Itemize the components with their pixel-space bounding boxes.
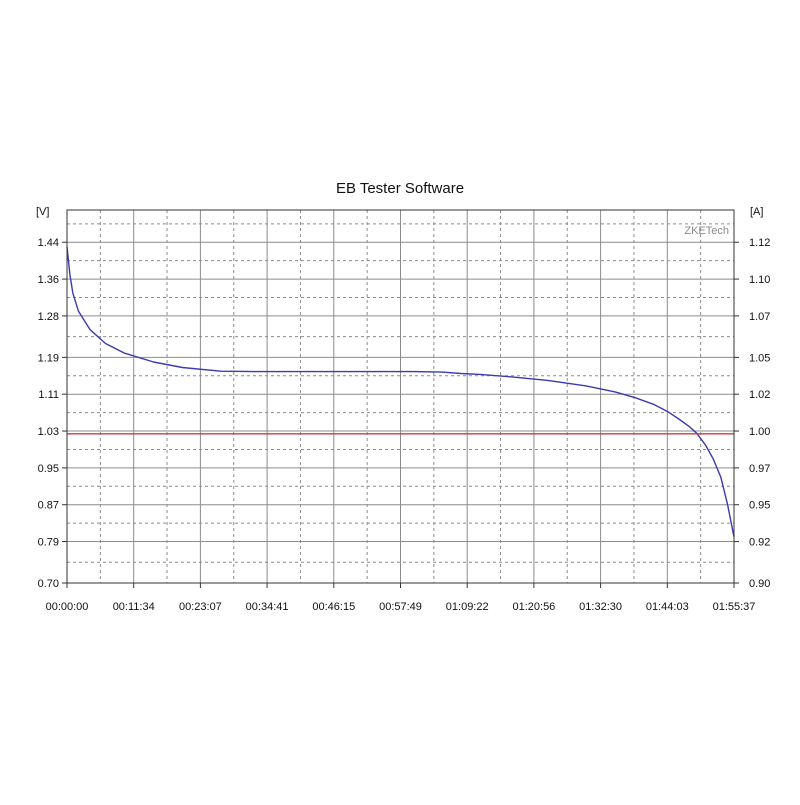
- right-tick-label: 1.00: [749, 426, 770, 438]
- left-tick-label: 0.70: [38, 578, 59, 590]
- label-layer: 0.70 0.79 0.87 0.95 1.03 1.11 1.19 1.28 1.36 1.44…: [38, 237, 771, 613]
- x-tick-label: 01:55:37: [713, 601, 756, 613]
- watermark-text: ZKETech: [684, 225, 729, 237]
- right-tick-label: 0.90: [749, 578, 770, 590]
- left-tick-label: 0.87: [38, 500, 59, 512]
- right-tick-label: 1.05: [749, 352, 770, 364]
- x-tick-label: 00:46:15: [312, 601, 355, 613]
- right-tick-label: 0.92: [749, 537, 770, 549]
- axis-layer: [62, 209, 739, 588]
- right-tick-label: 0.97: [749, 463, 770, 475]
- grid-layer: [67, 210, 734, 583]
- series-layer: [66, 246, 735, 538]
- x-tick-label: 01:09:22: [446, 601, 489, 613]
- x-tick-label: 00:00:00: [46, 601, 89, 613]
- x-tick-label: 00:34:41: [246, 601, 289, 613]
- plot-frame: [66, 209, 735, 584]
- left-tick-label: 0.79: [38, 537, 59, 549]
- right-tick-label: 1.10: [749, 274, 770, 286]
- x-tick-label: 01:32:30: [579, 601, 622, 613]
- left-tick-label: 1.36: [38, 274, 59, 286]
- x-tick-label: 00:11:34: [113, 601, 155, 613]
- voltage-series-line: [66, 246, 735, 538]
- right-tick-label: 0.95: [749, 500, 770, 512]
- left-tick-label: 1.11: [38, 389, 59, 401]
- left-tick-label: 1.28: [38, 311, 59, 323]
- left-tick-label: 1.44: [38, 237, 59, 249]
- left-axis-unit-label: [V]: [36, 206, 49, 218]
- chart-title: EB Tester Software: [336, 180, 464, 197]
- x-tick-label: 00:57:49: [379, 601, 422, 613]
- x-tick-label: 01:44:03: [646, 601, 689, 613]
- x-tick-label: 01:20:56: [512, 601, 555, 613]
- left-tick-label: 1.19: [38, 352, 59, 364]
- right-tick-label: 1.07: [749, 311, 770, 323]
- left-tick-label: 1.03: [38, 426, 59, 438]
- left-tick-label: 0.95: [38, 463, 59, 475]
- right-tick-label: 1.02: [749, 389, 770, 401]
- x-tick-label: 00:23:07: [179, 601, 222, 613]
- right-axis-unit-label: [A]: [750, 206, 763, 218]
- right-tick-label: 1.12: [749, 237, 770, 249]
